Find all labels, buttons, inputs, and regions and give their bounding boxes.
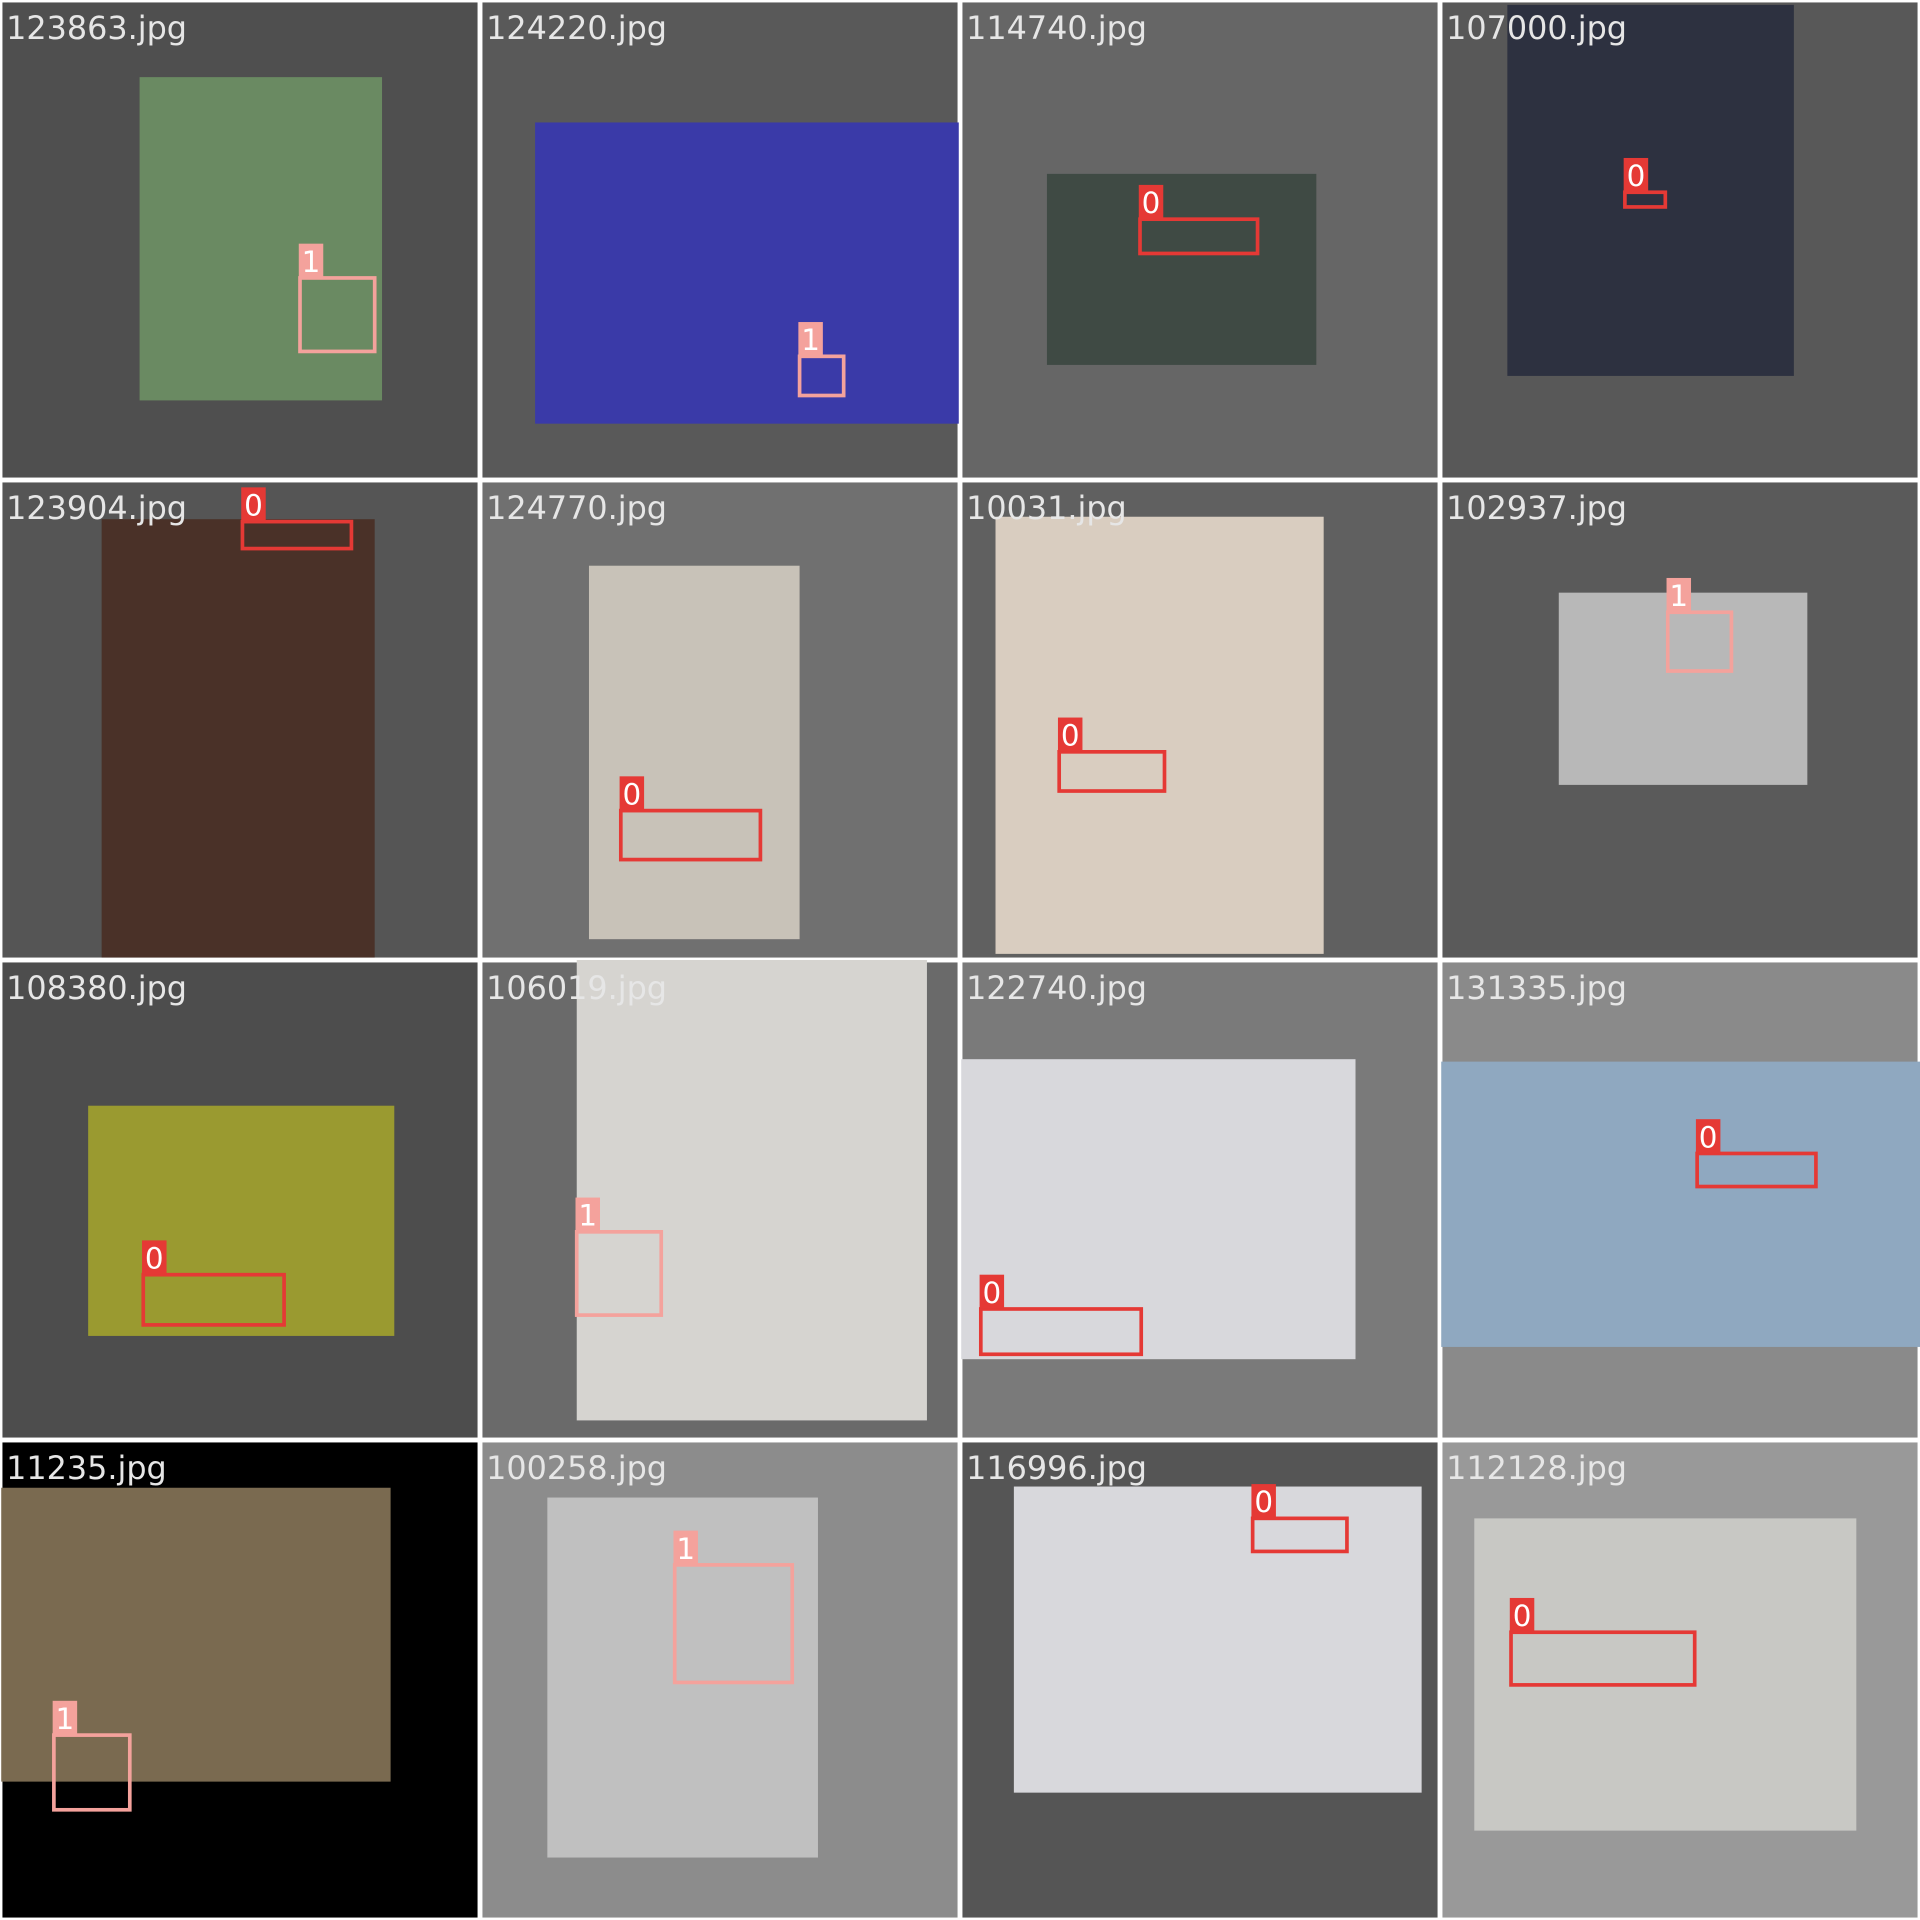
bounding-box <box>618 808 763 862</box>
box-label: 0 <box>1627 159 1646 193</box>
bounding-box <box>978 1307 1144 1357</box>
tile: 0 112128.jpg <box>1442 1442 1918 1918</box>
image <box>961 1059 1356 1360</box>
bounding-box <box>1057 750 1167 793</box>
box-label-bg <box>798 322 823 357</box>
box-label-bg <box>979 1274 1005 1309</box>
box-label: 1 <box>1669 579 1688 613</box>
filename: 116996.jpg <box>966 1449 1147 1487</box>
box-label: 0 <box>1254 1485 1273 1519</box>
bounding-box <box>1138 217 1260 256</box>
tile: 0 114740.jpg <box>962 2 1438 478</box>
box-label: 0 <box>145 1242 164 1276</box>
box-label-bg <box>1666 577 1692 613</box>
bounding-box <box>52 1733 132 1812</box>
image <box>588 565 800 940</box>
box-label: 1 <box>578 1199 597 1233</box>
filename: 10031.jpg <box>966 489 1127 527</box>
box-label: 0 <box>1142 186 1161 220</box>
bounding-box <box>298 276 377 354</box>
box-label: 0 <box>244 489 263 523</box>
box-label: 0 <box>1699 1120 1718 1154</box>
image <box>576 960 927 1421</box>
filename: 108380.jpg <box>6 969 187 1007</box>
box-label-bg <box>142 1240 167 1275</box>
box-label-bg <box>1251 1484 1276 1519</box>
box-label-bg <box>1695 1119 1721 1154</box>
box-label: 1 <box>302 245 321 279</box>
image <box>101 519 375 958</box>
box-label-bg <box>1138 184 1164 220</box>
box-label: 0 <box>982 1276 1001 1310</box>
tile: 0 122740.jpg <box>961 962 1438 1438</box>
bounding-box <box>1695 1151 1818 1189</box>
image <box>1474 1518 1857 1831</box>
filename: 124770.jpg <box>486 489 667 527</box>
bounding-box <box>1250 1516 1349 1554</box>
tile: 1 102937.jpg <box>1442 482 1918 958</box>
box-label-bg <box>1057 717 1083 752</box>
box-label-bg <box>298 243 324 278</box>
bounding-box <box>1665 610 1734 673</box>
tile: 0 123904.jpg <box>2 482 478 958</box>
bounding-box <box>141 1272 286 1327</box>
tile: 0 10031.jpg <box>962 482 1438 958</box>
filename: 100258.jpg <box>486 1449 667 1487</box>
box-label: 1 <box>56 1702 75 1736</box>
box-label: 0 <box>1513 1599 1532 1633</box>
image <box>535 122 959 424</box>
filename: 106019.jpg <box>486 969 667 1007</box>
box-label-bg <box>619 776 645 811</box>
filename: 131335.jpg <box>1446 969 1627 1007</box>
box-label-bg <box>673 1530 698 1565</box>
image <box>995 516 1324 954</box>
tile: 1 106019.jpg <box>482 960 958 1438</box>
tile: 1 123863.jpg <box>2 2 478 478</box>
box-label: 0 <box>622 777 641 811</box>
bounding-box <box>1509 1630 1697 1687</box>
box-label-bg <box>1509 1597 1535 1633</box>
bounding-box <box>672 1563 795 1685</box>
tile: 1 124220.jpg <box>482 2 959 478</box>
bounding-box <box>240 519 354 551</box>
image <box>139 77 383 401</box>
tile: 0 124770.jpg <box>482 482 958 958</box>
tile: 0 107000.jpg <box>1442 2 1918 478</box>
filename: 112128.jpg <box>1446 1449 1627 1487</box>
box-label: 0 <box>1061 719 1080 753</box>
box-label: 1 <box>801 323 820 357</box>
filename: 122740.jpg <box>966 969 1147 1007</box>
bounding-box <box>574 1230 664 1317</box>
filename: 102937.jpg <box>1446 489 1627 527</box>
filename: 124220.jpg <box>486 9 667 47</box>
box-label: 1 <box>676 1532 695 1566</box>
filename: 123863.jpg <box>6 9 187 47</box>
image <box>1441 1061 1920 1347</box>
tile: 1 11235.jpg <box>1 1442 478 1918</box>
image <box>1558 592 1808 785</box>
box-label-bg <box>241 487 266 522</box>
filename: 107000.jpg <box>1446 9 1627 47</box>
image <box>1013 1486 1422 1793</box>
box-label-bg <box>1623 157 1649 193</box>
filename: 11235.jpg <box>6 1449 167 1487</box>
tile: 1 100258.jpg <box>482 1442 958 1918</box>
tile: 0 108380.jpg <box>2 962 478 1438</box>
filename: 114740.jpg <box>966 9 1147 47</box>
box-label-bg <box>575 1197 600 1232</box>
image <box>1046 173 1317 365</box>
box-label-bg <box>52 1700 78 1736</box>
filename: 123904.jpg <box>6 489 187 527</box>
tile: 0 131335.jpg <box>1441 962 1920 1438</box>
image <box>88 1105 395 1336</box>
tile: 0 116996.jpg <box>962 1442 1438 1918</box>
image <box>1 1487 391 1782</box>
